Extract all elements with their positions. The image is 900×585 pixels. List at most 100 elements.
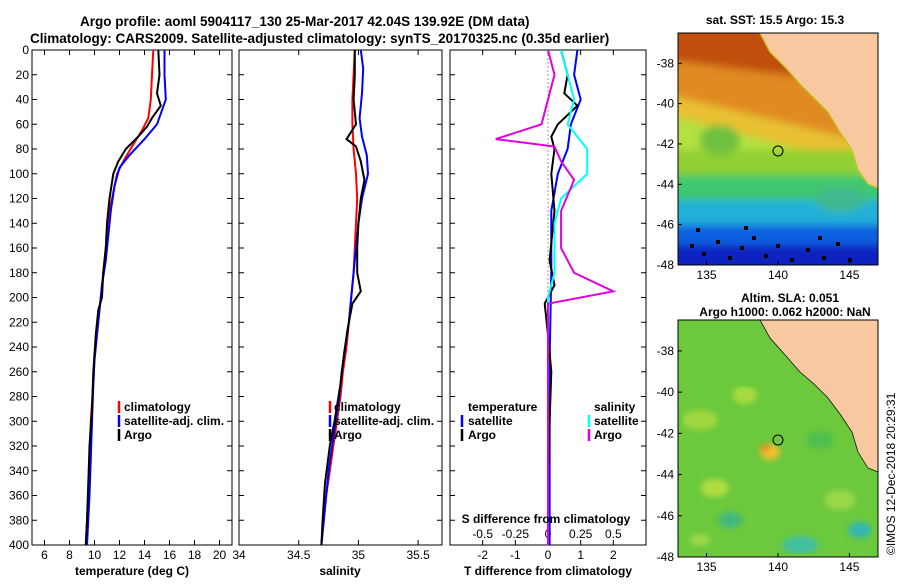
map-y-tick-label: -38 [657,344,675,358]
difference-x2label: S difference from climatology [462,512,631,526]
map-y-tick-label: -44 [657,468,675,482]
x2-tick-label: -0.5 [472,527,493,541]
x-tick-label: 8 [66,548,73,562]
series-line-climatology [84,50,155,545]
legend-label-climatology: climatology [124,400,191,414]
y-tick-label: 360 [9,489,29,503]
legend-title-salinity: salinity [594,400,636,414]
legend-label-t-argo: Argo [468,428,496,442]
x-tick-label: 16 [163,548,177,562]
y-tick-label: 240 [9,340,29,354]
map-y-tick-label: -46 [657,218,675,232]
ssh-map [678,320,878,557]
temperature-legend: climatology satellite-adj. clim. Argo [117,400,224,442]
series-line-satellite-adj-clim- [86,50,167,545]
legend-label-argo: Argo [124,428,152,442]
map-y-tick-label: -46 [657,509,675,523]
sal-series-group [320,50,370,545]
y-tick-label: 60 [16,117,30,131]
legend-label-s-satellite: satellite [594,414,639,428]
map-y-tick-label: -40 [657,97,675,111]
temperature-plot-frame [31,49,233,546]
sst-map-title: sat. SST: 15.5 Argo: 15.3 [706,13,845,27]
x-tick-label: 34 [232,548,246,562]
x2-tick-label: 0.25 [569,527,593,541]
difference-legend: temperature satellite Argo salinity sate… [460,400,639,442]
y-tick-label: 160 [9,241,29,255]
series-line-t-satellite [548,50,582,545]
y-tick-label: 220 [9,315,29,329]
map-x-tick-label: 140 [768,560,788,574]
map-x-tick-label: 140 [768,268,788,282]
map-x-tick-label: 145 [839,560,859,574]
legend-label-climatology: climatology [334,400,401,414]
x-tick-label: 1 [577,548,584,562]
series-line-argo [84,50,162,545]
header-line-2: Climatology: CARS2009. Satellite-adjuste… [30,31,609,46]
y-tick-label: 300 [9,414,29,428]
y-tick-label: 280 [9,390,29,404]
series-line-satellite-adj-clim- [320,50,370,545]
y-tick-label: 140 [9,216,29,230]
y-tick-label: 260 [9,365,29,379]
map-x-tick-label: 145 [839,268,859,282]
map-x-tick-label: 135 [697,560,717,574]
y-tick-label: 340 [9,464,29,478]
credit-text: ©IMOS 12-Dec-2018 20:29:31 [884,392,898,555]
sst-map [678,33,878,265]
legend-label-satellite: satellite-adj. clim. [124,414,224,428]
legend-label-s-argo: Argo [594,428,622,442]
salinity-xlabel: salinity [319,564,361,578]
y-tick-label: 40 [16,93,30,107]
map-y-tick-label: -42 [657,426,675,440]
temp-series-group [84,50,167,545]
x-tick-label: 18 [188,548,202,562]
map-y-tick-label: -40 [657,385,675,399]
ssh-map-title-1: Altim. SLA: 0.051 [741,291,839,305]
x-tick-label: 0 [545,548,552,562]
x-tick-label: 14 [138,548,152,562]
y-tick-label: 120 [9,192,29,206]
x-tick-label: 35.5 [406,548,430,562]
y-tick-label: 80 [16,142,30,156]
difference-xlabel: T difference from climatology [464,564,632,578]
y-tick-label: 200 [9,291,29,305]
y-tick-label: 0 [22,43,29,57]
salinity-plot-frame [238,49,443,546]
ssh-map-title-2: Argo h1000: 0.062 h2000: NaN [699,305,870,319]
map-y-tick-label: -42 [657,137,675,151]
map-y-tick-label: -44 [657,177,675,191]
x-tick-label: 20 [213,548,227,562]
y-tick-label: 320 [9,439,29,453]
series-line-s-argo [495,50,617,545]
x-tick-label: 6 [41,548,48,562]
x-tick-label: 10 [88,548,102,562]
argo-location-marker [772,434,784,446]
map-x-tick-label: 135 [697,268,717,282]
y-tick-label: 20 [16,68,30,82]
argo-location-marker [772,145,784,157]
legend-label-satellite: satellite-adj. clim. [334,414,434,428]
map-y-tick-label: -48 [657,550,675,564]
x2-tick-label: 0.5 [605,527,622,541]
map-y-tick-label: -38 [657,56,675,70]
x-tick-label: -2 [477,548,488,562]
diff-series-group [495,50,617,545]
salinity-legend: climatology satellite-adj. clim. Argo [328,400,434,442]
x-tick-label: 35 [352,548,366,562]
y-tick-label: 180 [9,266,29,280]
legend-title-temperature: temperature [468,400,538,414]
x-tick-label: 12 [113,548,127,562]
series-line-argo [320,50,366,545]
y-tick-label: 380 [9,513,29,527]
x-tick-label: 34.5 [287,548,311,562]
temperature-xlabel: temperature (deg C) [75,564,189,578]
map-y-tick-label: -48 [657,258,675,272]
legend-label-argo: Argo [334,428,362,442]
x2-tick-label: -0.25 [502,527,530,541]
legend-label-t-satellite: satellite [468,414,513,428]
header-line-1: Argo profile: aoml 5904117_130 25-Mar-20… [80,14,529,29]
x-tick-label: 2 [610,548,617,562]
y-tick-label: 100 [9,167,29,181]
